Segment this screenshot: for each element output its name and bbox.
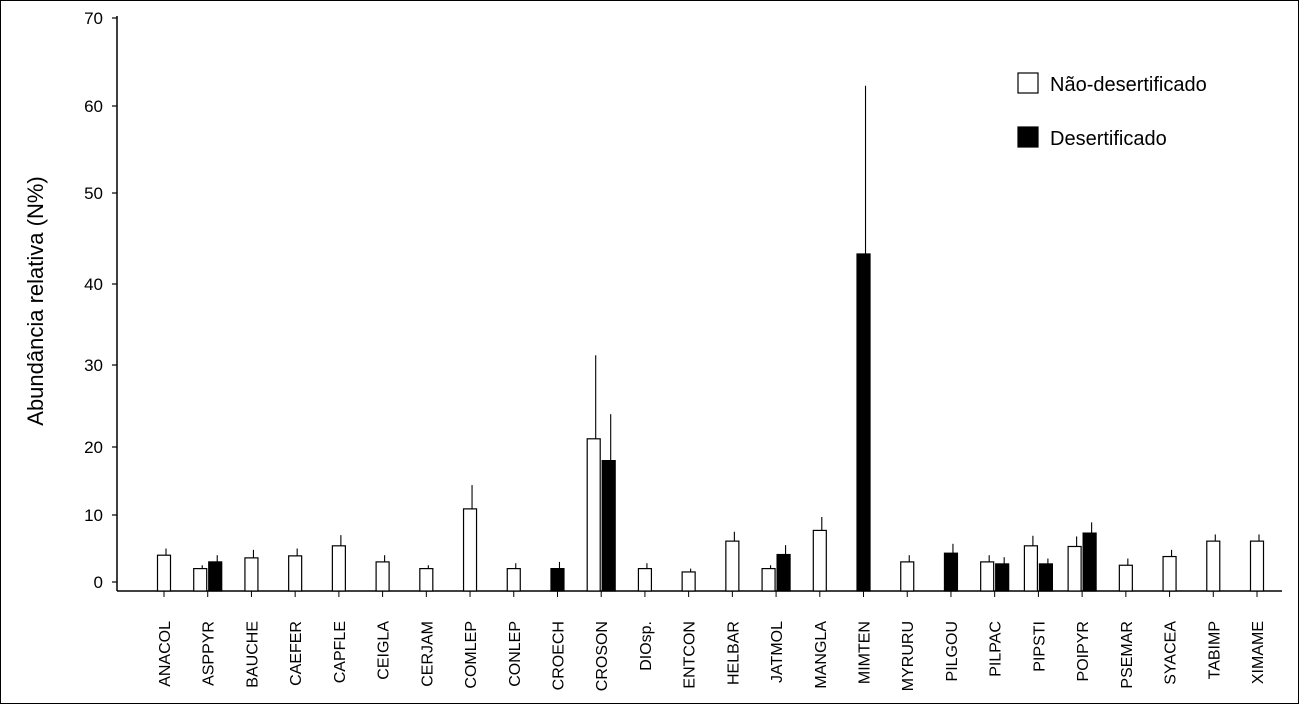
bars — [156, 85, 1265, 592]
nao-desertificado-bar — [156, 554, 172, 592]
x-tick-label: HELBAR — [725, 621, 742, 685]
x-tick-label: CEIGLA — [376, 621, 393, 680]
x-tick-label: PILPAC — [988, 621, 1005, 677]
x-tick-label: ASPPYR — [201, 621, 218, 686]
x-tick-label: POIPYR — [1075, 621, 1092, 681]
nao-desertificado-bar — [761, 567, 776, 592]
x-tick-label: DIOsp. — [638, 621, 655, 671]
y-tick-label: 20 — [84, 438, 103, 457]
nao-desertificado-bar — [725, 540, 740, 592]
nao-desertificado-bar — [462, 508, 478, 592]
x-tick-label: PILGOU — [944, 621, 961, 681]
nao-desertificado-bar — [900, 561, 915, 592]
nao-desertificado-bar — [1206, 540, 1221, 592]
legend-label-desertificado: Desertificado — [1050, 128, 1167, 150]
nao-desertificado-bar — [244, 557, 259, 592]
y-tick-label: 0 — [94, 573, 103, 592]
legend-swatch-desertificado — [1017, 126, 1039, 148]
y-tick-label: 70 — [84, 9, 103, 28]
desertificado-bar — [208, 561, 223, 592]
legend-label-nao-desertificado: Não-desertificado — [1050, 74, 1207, 96]
desertificado-bar — [550, 567, 565, 592]
desertificado-bar — [1038, 563, 1054, 592]
nao-desertificado-bar — [331, 545, 346, 592]
nao-desertificado-bar — [506, 567, 521, 592]
desertificado-bar — [601, 460, 616, 592]
nao-desertificado-bar — [637, 567, 653, 592]
y-axis-title: Abundância relativa (N%) — [23, 176, 48, 425]
y-tick-label: 60 — [84, 97, 103, 116]
x-tick-label: BAUCHE — [244, 621, 261, 688]
x-tick-label: SYACEA — [1163, 621, 1180, 685]
nao-desertificado-bar — [586, 438, 601, 592]
x-tick-label: TABIMP — [1206, 621, 1223, 679]
x-tick-label: CERJAM — [419, 621, 436, 687]
legend-swatch-nao-desertificado — [1017, 72, 1039, 94]
nao-desertificado-bar — [193, 567, 208, 592]
nao-desertificado-bar — [1067, 545, 1082, 592]
x-tick-label: PSEMAR — [1119, 621, 1136, 689]
x-tick-label: CAEFER — [288, 621, 305, 686]
axes: 0 10 20 30 40 50 60 70 ANACOL ASPPYR BAUCHE CAEFER C… — [84, 9, 1282, 691]
desertificado-bar — [856, 253, 871, 592]
x-tick-label: CROSON — [594, 621, 611, 691]
x-tick-label: COMLEP — [463, 621, 480, 689]
nao-desertificado-bar — [1118, 564, 1133, 592]
x-tick-label: ENTCON — [682, 621, 699, 689]
nao-desertificado-bar — [1249, 540, 1265, 592]
x-tick-label: XIMAME — [1250, 621, 1267, 684]
y-tick-label: 50 — [84, 184, 103, 203]
nao-desertificado-bar — [1162, 555, 1177, 592]
x-tick-label: MIMTEN — [857, 621, 874, 684]
x-tick-label: ANACOL — [157, 621, 174, 687]
nao-desertificado-bar — [1023, 545, 1039, 592]
x-tick-label: CONLEP — [507, 621, 524, 687]
nao-desertificado-bar — [288, 555, 303, 592]
desertificado-bar — [776, 553, 791, 592]
legend: Não-desertificado Desertificado — [1017, 72, 1207, 150]
desertificado-bar — [943, 552, 959, 592]
y-tick-label: 30 — [84, 356, 103, 375]
x-tick-label: MANGLA — [813, 621, 830, 689]
desertificado-bar — [995, 563, 1010, 592]
nao-desertificado-bar — [419, 567, 434, 592]
nao-desertificado-bar — [980, 561, 995, 592]
x-tick-label: CROECH — [550, 621, 567, 690]
nao-desertificado-bar — [375, 561, 390, 592]
desertificado-bar — [1082, 532, 1097, 592]
nao-desertificado-bar — [681, 571, 696, 592]
y-tick-label: 10 — [84, 506, 103, 525]
nao-desertificado-bar — [812, 529, 827, 592]
x-tick-label: MYRURU — [900, 621, 917, 691]
x-tick-label: JATMOL — [769, 621, 786, 683]
x-tick-label: CAPFLE — [332, 621, 349, 683]
x-tick-label: PIPSTI — [1031, 621, 1048, 672]
y-tick-label: 40 — [84, 275, 103, 294]
